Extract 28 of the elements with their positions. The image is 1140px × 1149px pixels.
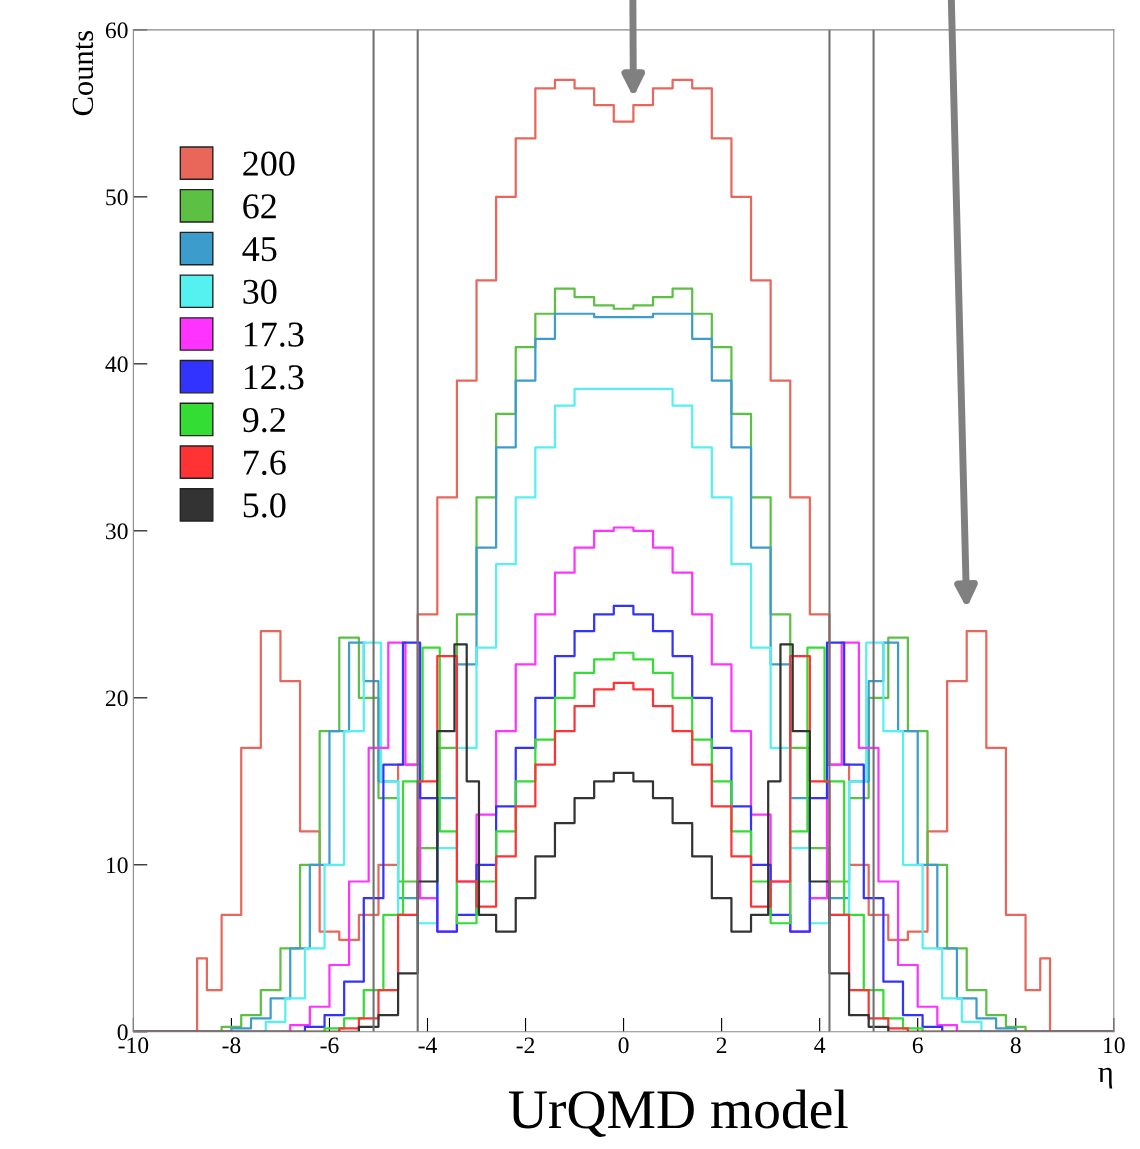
- x-tick-label: 2: [716, 1037, 727, 1054]
- x-tick-label: -2: [516, 1037, 535, 1054]
- y-tick-label: 50: [106, 189, 128, 206]
- y-tick-label: 60: [105, 22, 128, 39]
- y-tick-label: 40: [105, 356, 128, 373]
- legend-label: 45: [242, 237, 277, 262]
- legend-label: 9.2: [242, 407, 285, 433]
- y-axis-title: Counts: [72, 30, 94, 116]
- y-tick-label: 30: [106, 523, 128, 540]
- legend-label: 62: [243, 194, 276, 219]
- y-tick-label: 10: [106, 857, 128, 874]
- y-tick-label: 20: [105, 690, 128, 707]
- legend-label: 7.6: [244, 450, 286, 476]
- x-axis-title: η: [1098, 1067, 1113, 1089]
- x-tick-label: -4: [418, 1037, 437, 1054]
- x-tick-label: -8: [222, 1037, 241, 1054]
- legend-label: 12.3: [244, 365, 304, 390]
- x-tick-label: 6: [912, 1037, 923, 1054]
- x-tick-label: -6: [320, 1037, 339, 1054]
- x-tick-label: 8: [1010, 1037, 1021, 1054]
- legend-label: 30: [243, 279, 277, 304]
- x-tick-label: 0: [618, 1037, 629, 1054]
- legend-label: 5.0: [243, 493, 286, 518]
- x-tick-label: 4: [814, 1037, 826, 1054]
- legend-label: 17.3: [244, 322, 304, 347]
- x-tick-label: 10: [1104, 1037, 1125, 1054]
- legend-label: 200: [243, 151, 295, 176]
- text: UrQMD model: [508, 1089, 848, 1137]
